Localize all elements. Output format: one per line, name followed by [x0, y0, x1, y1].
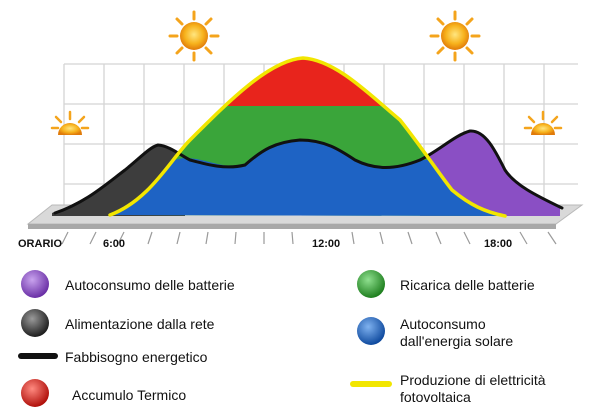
sun-icon: [168, 10, 220, 62]
green-circle-icon: [357, 270, 385, 298]
legend-label-battery-self-consumption: Autoconsumo delle batterie: [65, 277, 235, 293]
time-platform-edge: [28, 224, 556, 229]
setting-sun-icon: [523, 110, 563, 135]
energy-demand-line: [53, 129, 564, 215]
yellow-line-icon: [350, 381, 392, 387]
legend-label-pv-production-1: Produzione di elettricità: [400, 372, 546, 388]
tick-label-18: 18:00: [484, 238, 513, 250]
legend-label-solar-self-consumption-2: dall'energia solare: [400, 333, 514, 349]
time-axis-label: ORARIO: [18, 238, 62, 250]
legend-label-energy-demand: Fabbisogno energetico: [65, 349, 208, 365]
time-ticks: [61, 231, 557, 245]
gray-circle-icon: [21, 309, 49, 337]
rising-sun-icon: [50, 110, 90, 135]
sun-icon: [429, 10, 481, 62]
red-circle-icon: [21, 379, 49, 407]
legend-label-battery-charging: Ricarica delle batterie: [400, 277, 535, 293]
legend-label-thermal-storage: Accumulo Termico: [72, 387, 187, 403]
tick-label-12: 12:00: [312, 238, 341, 250]
legend-label-solar-self-consumption-1: Autoconsumo: [400, 316, 486, 332]
legend-label-grid-supply: Alimentazione dalla rete: [65, 316, 215, 332]
tick-label-6: 6:00: [103, 238, 126, 250]
blue-circle-icon: [357, 317, 385, 345]
pv-production-line: [108, 56, 507, 218]
purple-circle-icon: [21, 270, 49, 298]
legend-label-pv-production-2: fotovoltaica: [400, 389, 471, 405]
black-line-icon: [18, 353, 58, 359]
